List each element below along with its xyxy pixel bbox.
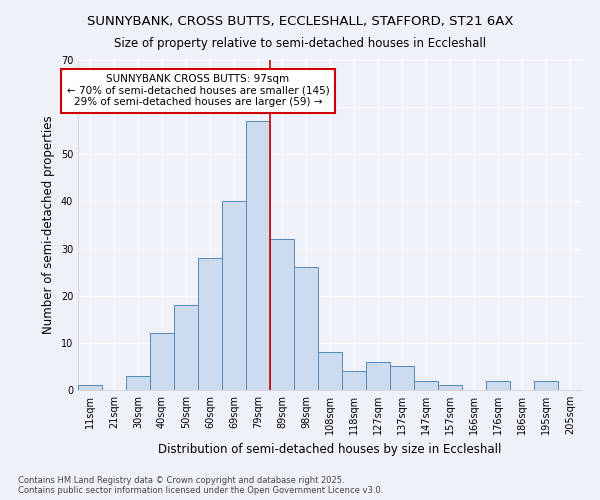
Bar xyxy=(150,334,174,390)
Bar xyxy=(342,371,366,390)
Bar xyxy=(414,380,438,390)
Bar xyxy=(294,268,318,390)
Bar xyxy=(198,258,222,390)
Text: SUNNYBANK CROSS BUTTS: 97sqm
← 70% of semi-detached houses are smaller (145)
29%: SUNNYBANK CROSS BUTTS: 97sqm ← 70% of se… xyxy=(67,74,329,108)
Bar xyxy=(486,380,510,390)
Bar xyxy=(390,366,414,390)
Bar xyxy=(366,362,390,390)
Bar xyxy=(78,386,102,390)
Bar xyxy=(246,122,270,390)
Y-axis label: Number of semi-detached properties: Number of semi-detached properties xyxy=(42,116,55,334)
Bar xyxy=(270,239,294,390)
Bar xyxy=(126,376,150,390)
Bar xyxy=(222,202,246,390)
X-axis label: Distribution of semi-detached houses by size in Eccleshall: Distribution of semi-detached houses by … xyxy=(158,442,502,456)
Bar xyxy=(318,352,342,390)
Bar xyxy=(174,305,198,390)
Text: Contains HM Land Registry data © Crown copyright and database right 2025.
Contai: Contains HM Land Registry data © Crown c… xyxy=(18,476,383,495)
Text: Size of property relative to semi-detached houses in Eccleshall: Size of property relative to semi-detach… xyxy=(114,38,486,51)
Text: SUNNYBANK, CROSS BUTTS, ECCLESHALL, STAFFORD, ST21 6AX: SUNNYBANK, CROSS BUTTS, ECCLESHALL, STAF… xyxy=(87,15,513,28)
Bar xyxy=(534,380,558,390)
Bar xyxy=(438,386,462,390)
